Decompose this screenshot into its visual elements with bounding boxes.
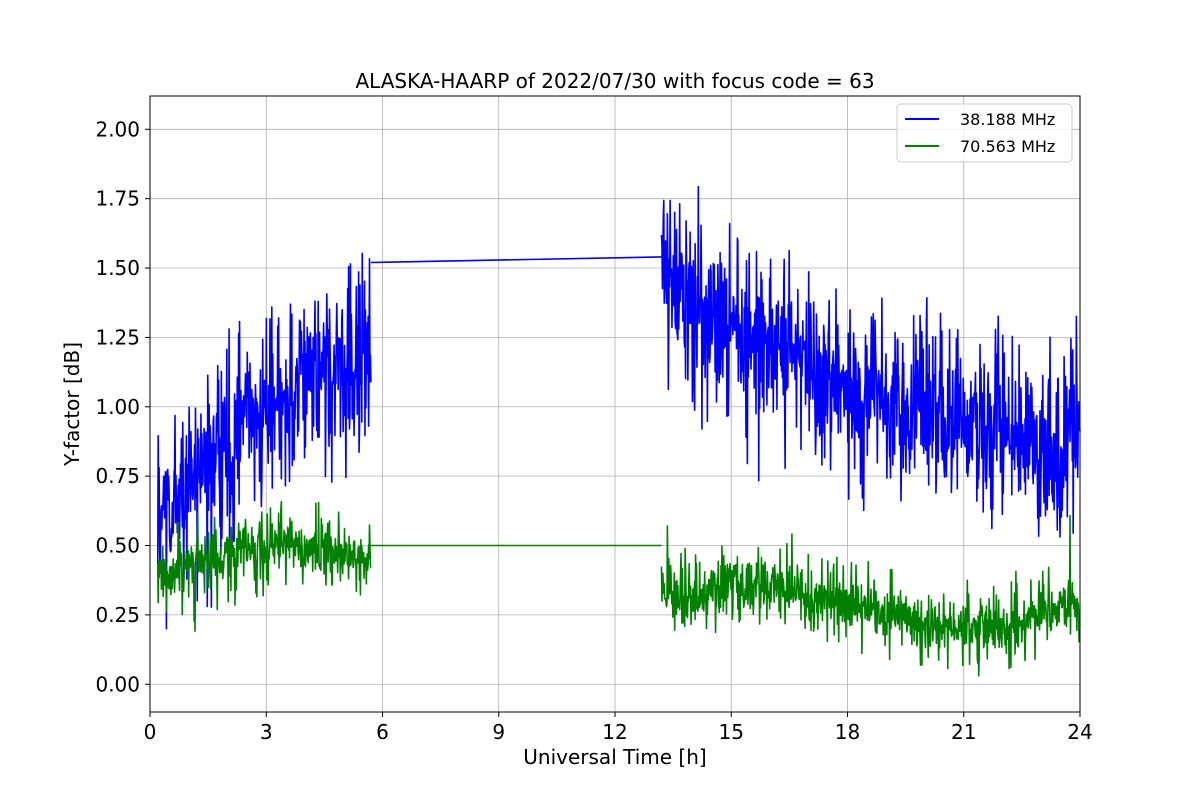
series-line-70mhz-segment-0 xyxy=(156,500,372,632)
x-tick-label: 21 xyxy=(951,720,976,744)
y-tick-label: 0.75 xyxy=(95,464,140,488)
series-line-70mhz-segment-2 xyxy=(660,514,1081,677)
series-line-38mhz-segment-0 xyxy=(156,252,372,630)
legend-label-38mhz: 38.188 MHz xyxy=(960,110,1055,129)
legend-label-70mhz: 70.563 MHz xyxy=(960,137,1055,156)
y-tick-label: 0.50 xyxy=(95,534,140,558)
y-tick-label: 1.00 xyxy=(95,395,140,419)
y-axis: 0.00 0.25 0.50 0.75 1.00 1.25 1.50 1.75 2.00 xyxy=(95,117,150,696)
x-tick-label: 12 xyxy=(602,720,627,744)
series-line-38mhz-segment-2 xyxy=(660,185,1081,538)
chart-title: ALASKA-HAARP of 2022/07/30 with focus co… xyxy=(355,69,874,93)
y-tick-label: 1.25 xyxy=(95,325,140,349)
y-tick-label: 0.25 xyxy=(95,603,140,627)
y-tick-label: 2.00 xyxy=(95,117,140,141)
x-tick-label: 3 xyxy=(260,720,273,744)
x-tick-label: 18 xyxy=(835,720,860,744)
y-tick-label: 1.50 xyxy=(95,256,140,280)
x-tick-label: 0 xyxy=(144,720,157,744)
y-axis-label: Y-factor [dB] xyxy=(60,342,84,467)
legend: 38.188 MHz 70.563 MHz xyxy=(896,103,1073,163)
x-tick-label: 9 xyxy=(492,720,505,744)
x-tick-label: 24 xyxy=(1067,720,1092,744)
y-tick-label: 0.00 xyxy=(95,672,140,696)
y-tick-label: 1.75 xyxy=(95,187,140,211)
x-tick-label: 15 xyxy=(719,720,744,744)
plot-area xyxy=(156,185,1081,677)
legend-box xyxy=(896,103,1073,163)
x-axis-label: Universal Time [h] xyxy=(523,745,706,769)
x-axis: 0 3 6 9 12 15 18 21 24 xyxy=(144,712,1093,744)
x-tick-label: 6 xyxy=(376,720,389,744)
series-line-38mhz-segment-1 xyxy=(370,256,662,264)
